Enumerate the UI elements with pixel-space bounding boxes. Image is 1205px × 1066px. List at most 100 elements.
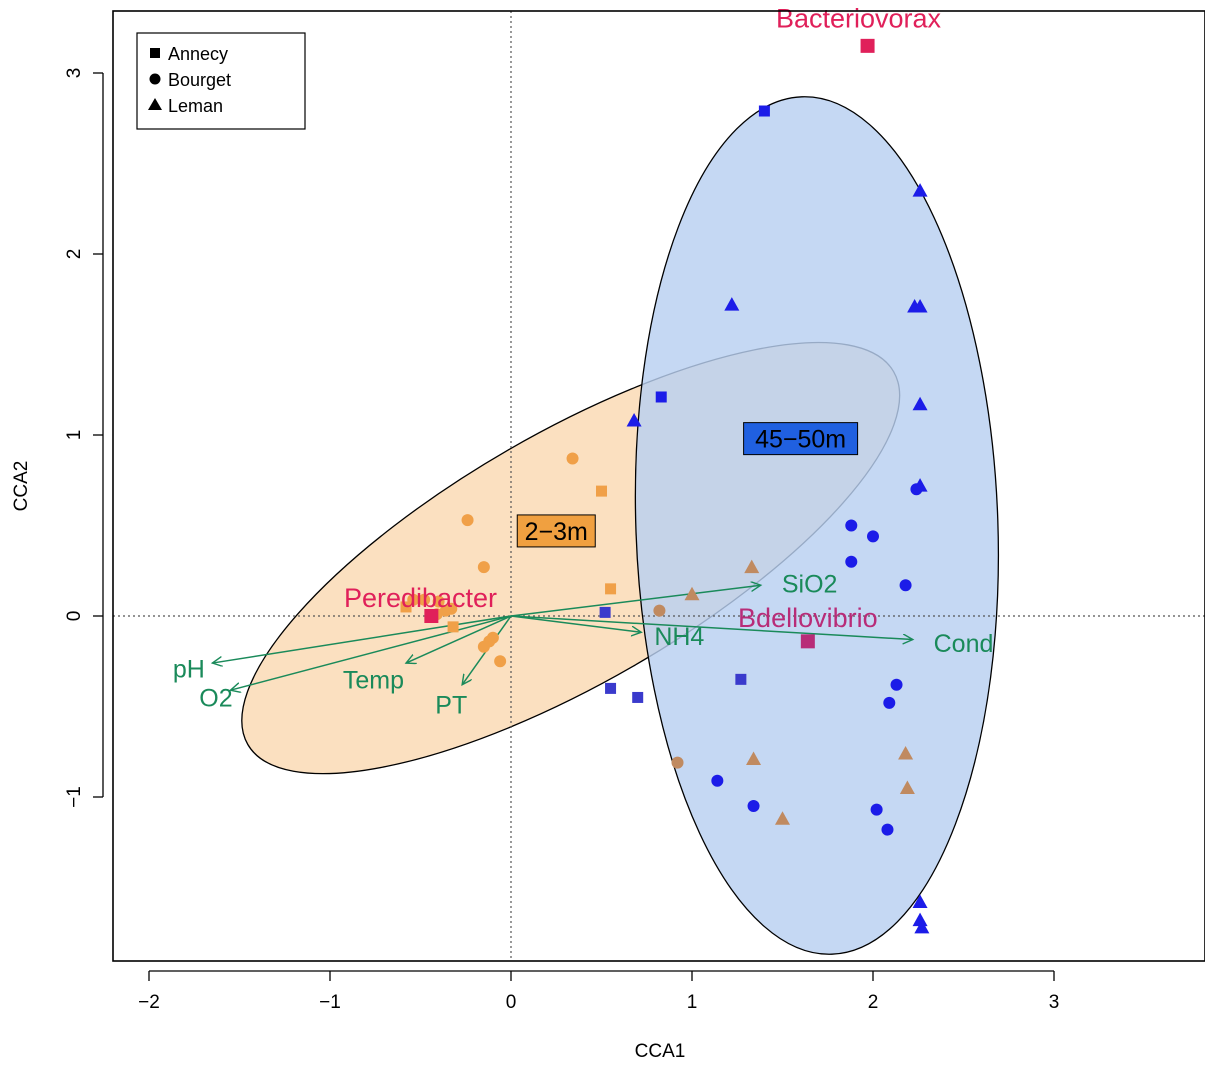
sample-point-circle [845,555,858,568]
sample-point-circle [477,640,490,653]
group-label-box-1 [743,422,859,456]
ellipse-45-50m [634,96,1000,955]
y-axis-title: CCA2 [11,461,32,512]
sample-point-triangle [746,751,762,765]
sample-point-square [758,105,770,117]
x-tick-label: 3 [1049,992,1060,1013]
y-tick-label: −1 [64,786,85,808]
vector-label-ph: pH [173,655,205,683]
taxon-marker-bacteriovorax [860,38,875,53]
y-tick-label: 1 [64,430,85,441]
sample-point-circle [711,774,724,787]
y-tick-label: 0 [64,611,85,622]
group-ellipses [241,96,1000,955]
x-axis: −2 −1 0 1 2 3 [138,970,1060,1013]
taxon-marker-bdellovibrio [800,634,815,649]
sample-point-triangle [775,811,790,825]
legend-label-annecy: Annecy [168,44,228,64]
sample-point-triangle [912,396,928,411]
sample-point-circle [845,519,858,532]
sample-point-circle [653,604,666,617]
legend-box [136,32,306,130]
vector-label-pt: PT [435,692,467,720]
x-tick-label: 1 [687,992,698,1013]
vector-label-temp: Temp [343,666,404,694]
sample-point-circle [890,678,903,691]
sample-point-circle [671,756,684,769]
sample-point-circle [910,483,923,496]
y-axis: −1 0 1 2 3 [64,68,104,808]
sample-point-square [655,391,667,403]
sample-point-triangle [899,780,915,794]
group-labels: 2−3m 45−50m [516,422,859,548]
vector-label-o2: O2 [199,684,232,712]
taxon-label-bdellovibrio: Bdellovibrio [738,603,878,633]
vector-label-cond: Cond [934,630,994,658]
vector-arrow-o2 [230,615,512,690]
sample-point-triangle [626,413,642,427]
taxa-markers: Bacteriovorax Peredibacter Bdellovibrio [344,4,942,649]
vector-arrow-sio2 [510,585,761,617]
sample-point-square [596,485,607,497]
sample-points [400,105,930,934]
x-tick-label: 0 [506,992,517,1013]
legend-square-icon [150,48,160,58]
group-label-text-0: 2−3m [525,518,588,546]
x-tick-label: −1 [319,992,341,1013]
sample-point-triangle [912,298,928,313]
sample-point-circle [477,561,490,574]
group-label-box-0 [516,514,596,548]
vector-arrow-temp [406,615,512,663]
sample-point-circle [883,696,896,709]
sample-point-circle [881,823,894,836]
sample-point-circle [867,530,879,543]
sample-point-circle [461,514,474,527]
sample-point-circle [432,595,445,608]
sample-point-square [735,673,747,685]
sample-point-triangle [684,586,700,601]
sample-point-circle [418,593,431,606]
sample-point-square [632,691,644,703]
sample-point-square [400,601,412,613]
vector-arrow-nh4 [510,615,641,632]
vector-arrow-ph [212,615,512,663]
sample-point-square [447,621,459,633]
taxon-label-bacteriovorax: Bacteriovorax [776,4,942,34]
taxon-marker-peredibacter [424,609,439,623]
sample-point-circle [486,631,499,644]
vector-arrow-cond [510,615,913,640]
x-tick-label: −2 [138,992,160,1013]
sample-point-circle [407,593,420,606]
sample-point-square [599,606,611,618]
sample-point-square [605,682,617,694]
vector-label-sio2: SiO2 [782,570,838,598]
sample-point-circle [899,579,912,592]
sample-point-triangle [912,894,928,908]
sample-point-circle [445,602,458,615]
sample-point-triangle [914,919,930,934]
sample-point-circle [494,655,507,668]
legend-label-leman: Leman [168,96,223,116]
taxon-label-peredibacter: Peredibacter [344,583,497,613]
sample-point-triangle [912,912,928,927]
sample-point-triangle [724,297,740,311]
sample-point-circle [747,800,760,813]
legend: Annecy Bourget Leman [136,32,306,130]
legend-triangle-icon [148,98,162,110]
sample-point-circle [870,803,883,816]
y-tick-label: 3 [64,68,85,79]
legend-circle-icon [149,73,161,85]
legend-label-bourget: Bourget [168,70,231,90]
y-tick-label: 2 [64,249,85,260]
sample-point-triangle [912,183,928,197]
sample-point-triangle [898,746,914,760]
x-axis-title: CCA1 [635,1041,686,1062]
sample-point-square [605,583,617,595]
plot-frame [112,10,1205,962]
sample-point-circle [566,452,579,465]
x-tick-label: 2 [868,992,879,1013]
sample-point-triangle [744,559,760,574]
group-label-text-1: 45−50m [755,426,846,454]
